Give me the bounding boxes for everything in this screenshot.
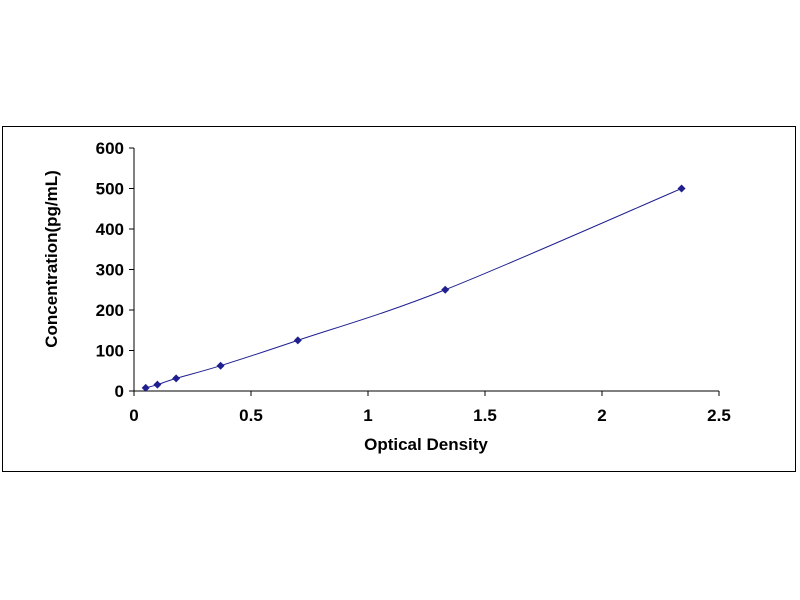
data-point <box>141 383 150 392</box>
x-tick-label: 2.5 <box>707 406 731 425</box>
y-tick-label: 100 <box>96 342 124 361</box>
y-tick-label: 200 <box>96 301 124 320</box>
axes <box>133 148 719 392</box>
data-point <box>172 374 181 383</box>
y-tick-label: 400 <box>96 220 124 239</box>
x-tick-label: 0 <box>129 406 138 425</box>
data-point <box>216 361 225 370</box>
data-point <box>441 285 450 294</box>
x-ticks: 0 0.5 1 1.5 2 2.5 <box>129 391 731 425</box>
x-tick-label: 1.5 <box>473 406 497 425</box>
x-tick-label: 1 <box>363 406 372 425</box>
data-point <box>153 380 162 389</box>
data-point <box>677 184 686 193</box>
y-tick-label: 500 <box>96 180 124 199</box>
y-tick-label: 0 <box>115 382 124 401</box>
y-tick-label: 300 <box>96 261 124 280</box>
data-point <box>293 336 302 345</box>
fit-curve <box>145 188 682 389</box>
y-tick-label: 600 <box>96 139 124 158</box>
y-axis-title: Concentration(pg/mL) <box>42 170 61 348</box>
y-ticks: 0 100 200 300 400 500 600 <box>96 139 134 401</box>
x-tick-label: 2 <box>597 406 606 425</box>
x-tick-label: 0.5 <box>239 406 263 425</box>
data-points <box>141 184 686 392</box>
x-axis-title: Optical Density <box>364 435 488 454</box>
